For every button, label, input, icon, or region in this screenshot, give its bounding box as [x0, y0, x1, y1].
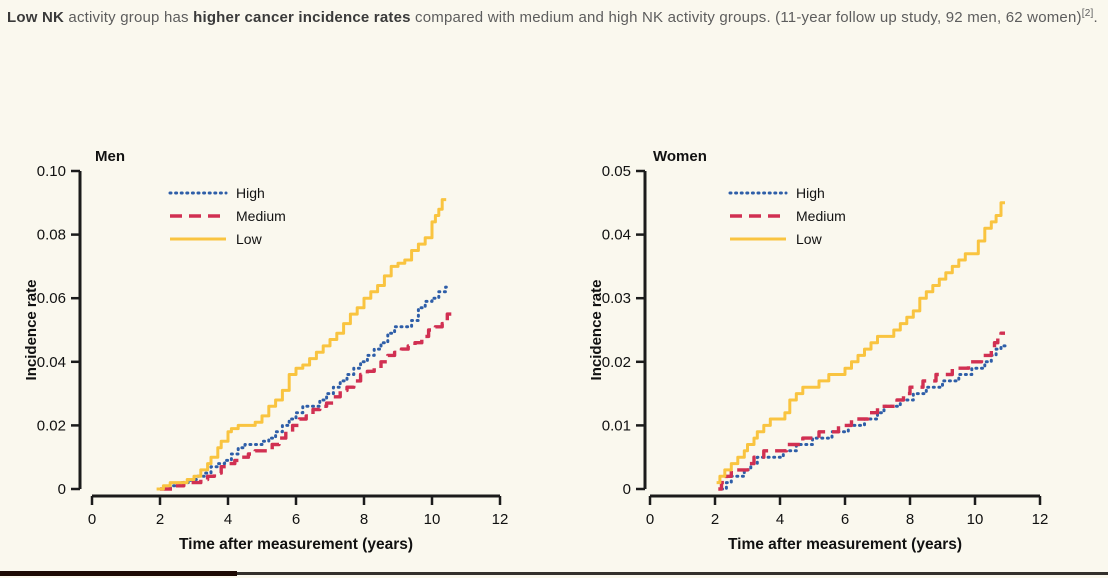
y-axis-title: Incidence rate: [23, 280, 40, 381]
low-series-line: [716, 201, 1005, 485]
high-series-line: [158, 285, 452, 491]
high-legend-label: High: [796, 185, 825, 201]
low-series-line: [156, 198, 447, 491]
y-tick-label: 0.08: [37, 227, 66, 244]
y-tick-label: 0.02: [602, 354, 631, 371]
x-tick-label: 4: [224, 511, 232, 528]
x-tick-label: 8: [360, 511, 368, 528]
chart-title: Women: [653, 148, 707, 165]
x-tick-label: 2: [156, 511, 164, 528]
x-axis-title: Time after measurement (years): [179, 536, 413, 553]
low-legend-label: Low: [236, 231, 263, 247]
high-series-line: [720, 344, 1007, 491]
caption-segment: higher cancer incidence rates: [193, 9, 411, 26]
y-tick-label: 0.04: [37, 354, 66, 371]
caption-segment: compared with medium and high NK activit…: [410, 9, 1082, 26]
medium-legend-label: Medium: [796, 208, 846, 224]
bottom-divider-accent: [0, 571, 237, 576]
y-tick-label: 0.06: [37, 290, 66, 307]
x-tick-label: 6: [292, 511, 300, 528]
medium-series-line: [160, 312, 452, 491]
men-chart: Men 0 0.02 0.04 0.06 0.08 0.10 0 2 4 6 8 10 12 Inciden…: [20, 133, 560, 568]
x-tick-label: 8: [906, 511, 914, 528]
x-tick-label: 10: [424, 511, 441, 528]
bottom-divider: [0, 572, 1108, 575]
y-tick-label: 0.04: [602, 227, 631, 244]
caption-segment: Low NK: [7, 9, 65, 26]
y-axis-title: Incidence rate: [588, 280, 605, 381]
x-tick-label: 6: [841, 511, 849, 528]
x-axis-title: Time after measurement (years): [728, 536, 962, 553]
y-tick-label: 0.10: [37, 163, 66, 180]
caption-segment: activity group has: [64, 9, 194, 26]
medium-legend-label: Medium: [236, 208, 286, 224]
men-chart-svg: Men 0 0.02 0.04 0.06 0.08 0.10 0 2 4 6 8 10 12 Inciden…: [23, 148, 509, 553]
caption-segment: .: [1093, 9, 1098, 26]
x-tick-label: 2: [711, 511, 719, 528]
figure-caption: Low NK activity group has higher cancer …: [7, 2, 1099, 33]
y-tick-label: 0.05: [602, 163, 631, 180]
y-tick-label: 0.03: [602, 290, 631, 307]
x-tick-label: 0: [646, 511, 654, 528]
y-tick-label: 0.01: [602, 417, 631, 434]
x-tick-label: 12: [492, 511, 509, 528]
y-tick-label: 0: [623, 481, 631, 498]
y-tick-label: 0.02: [37, 417, 66, 434]
women-chart: Women 0 0.01 0.02 0.03 0.04 0.05 0 2 4 6 8 10 12 Incid…: [585, 133, 1108, 568]
y-tick-label: 0: [58, 481, 66, 498]
low-legend-label: Low: [796, 231, 823, 247]
caption-segment: [2]: [1081, 8, 1094, 19]
chart-title: Men: [95, 148, 125, 165]
charts-row: Men 0 0.02 0.04 0.06 0.08 0.10 0 2 4 6 8 10 12 Inciden…: [20, 133, 1108, 568]
x-tick-label: 0: [88, 511, 96, 528]
x-tick-label: 10: [967, 511, 984, 528]
medium-series-line: [718, 331, 1005, 491]
x-tick-label: 12: [1032, 511, 1049, 528]
high-legend-label: High: [236, 185, 265, 201]
x-tick-label: 4: [776, 511, 784, 528]
women-chart-svg: Women 0 0.01 0.02 0.03 0.04 0.05 0 2 4 6 8 10 12 Incid…: [588, 148, 1049, 553]
